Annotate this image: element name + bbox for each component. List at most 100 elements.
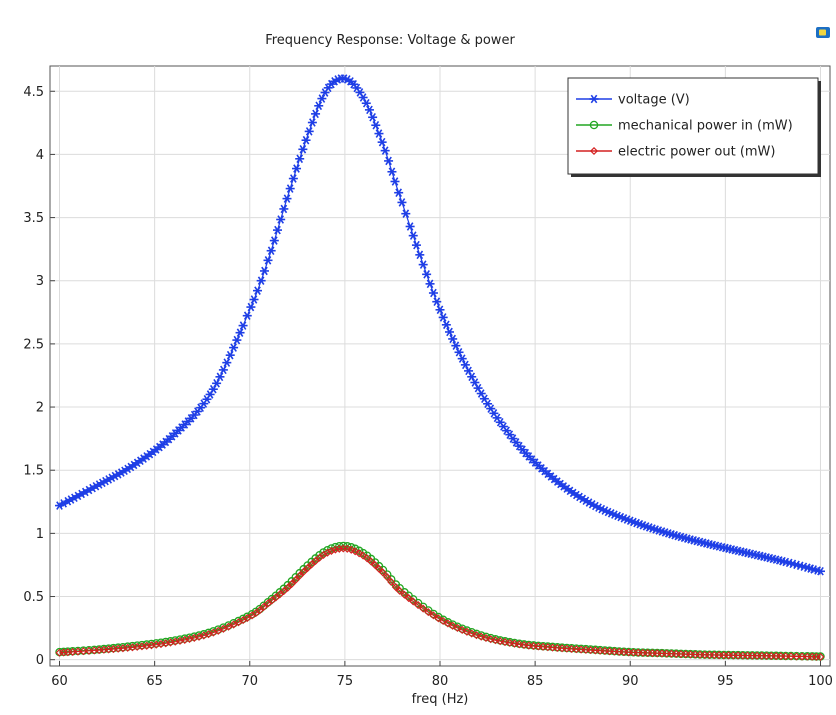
data-point [269,236,279,245]
data-point [331,542,340,552]
series-3 [55,544,825,661]
data-point [428,288,438,298]
data-point [350,544,360,554]
data-point [397,198,407,207]
data-point [327,544,336,553]
legend-swatch-marker [589,94,599,104]
data-point [351,547,360,556]
data-point [219,624,228,633]
x-tick-label: 65 [146,674,163,689]
data-point [370,560,380,570]
data-point [405,222,415,231]
data-point [263,256,273,265]
data-point [445,327,455,337]
data-point [212,379,222,388]
data-point [368,112,378,122]
data-point [79,647,88,656]
data-point [295,154,305,164]
data-point [390,177,400,186]
data-point [539,642,548,651]
data-point [232,335,242,345]
data-point [458,625,467,634]
data-point [543,643,552,652]
legend-label: voltage (V) [618,93,690,108]
legend-swatch-marker [589,120,599,130]
data-point [295,571,304,580]
data-point [255,606,264,615]
x-tick-label: 85 [527,674,544,689]
data-point [496,637,505,646]
data-point [786,652,796,661]
data-point [505,638,514,647]
data-point [359,551,368,560]
data-point [510,639,519,648]
data-point [418,260,428,269]
data-point [486,635,495,644]
data-point [347,545,356,554]
data-point [285,184,295,193]
data-point [303,563,312,573]
x-tick-label: 100 [808,674,833,689]
data-point [451,341,461,350]
legend-swatch-marker [589,146,599,156]
data-point [374,129,384,138]
data-point [519,640,529,650]
data-point [224,622,233,631]
data-point [366,557,376,566]
data-point [797,652,807,661]
data-point [481,633,491,643]
data-point [292,164,302,173]
data-point [215,372,225,382]
data-point [259,266,269,276]
data-point [374,564,384,573]
data-point [425,279,435,289]
data-point [477,632,486,641]
data-point [448,621,457,630]
legend-box [567,77,819,175]
data-point [432,297,442,306]
data-point [380,146,390,155]
x-axis-label: freq (Hz) [412,692,469,707]
data-point [235,328,245,337]
data-point [457,354,467,363]
data-point [304,127,314,136]
data-point [307,118,317,127]
data-point [279,204,289,214]
data-point [323,545,332,555]
y-tick-label: 0 [36,653,44,668]
data-point [792,652,801,661]
legend-entry: voltage (V) [576,93,690,108]
x-tick-label: 80 [432,674,449,689]
data-point [229,343,239,352]
data-point [435,305,445,315]
legend-label: mechanical power in (mW) [618,119,793,134]
data-point [222,358,232,367]
series-1 [55,74,825,576]
data-point [288,174,298,183]
data-point [404,593,413,603]
data-point [298,145,308,154]
data-point [291,575,300,584]
data-point [317,94,327,103]
data-point [472,631,481,640]
data-point [529,641,538,651]
data-point [460,360,470,370]
data-point [553,643,562,652]
data-point [401,209,411,218]
data-point [243,613,252,623]
series-layer [55,74,825,661]
data-point [256,276,266,285]
x-tick-label: 90 [622,674,639,689]
camera-export-icon[interactable] [816,27,830,38]
y-tick-label: 4 [36,148,44,163]
y-tick-label: 0.5 [23,590,44,605]
data-point [434,614,443,623]
data-point [408,231,418,240]
data-point [441,320,451,330]
y-tick-label: 2 [36,401,44,416]
data-point [331,545,340,554]
data-point [279,587,288,596]
data-point [253,286,263,295]
data-point [371,120,381,130]
